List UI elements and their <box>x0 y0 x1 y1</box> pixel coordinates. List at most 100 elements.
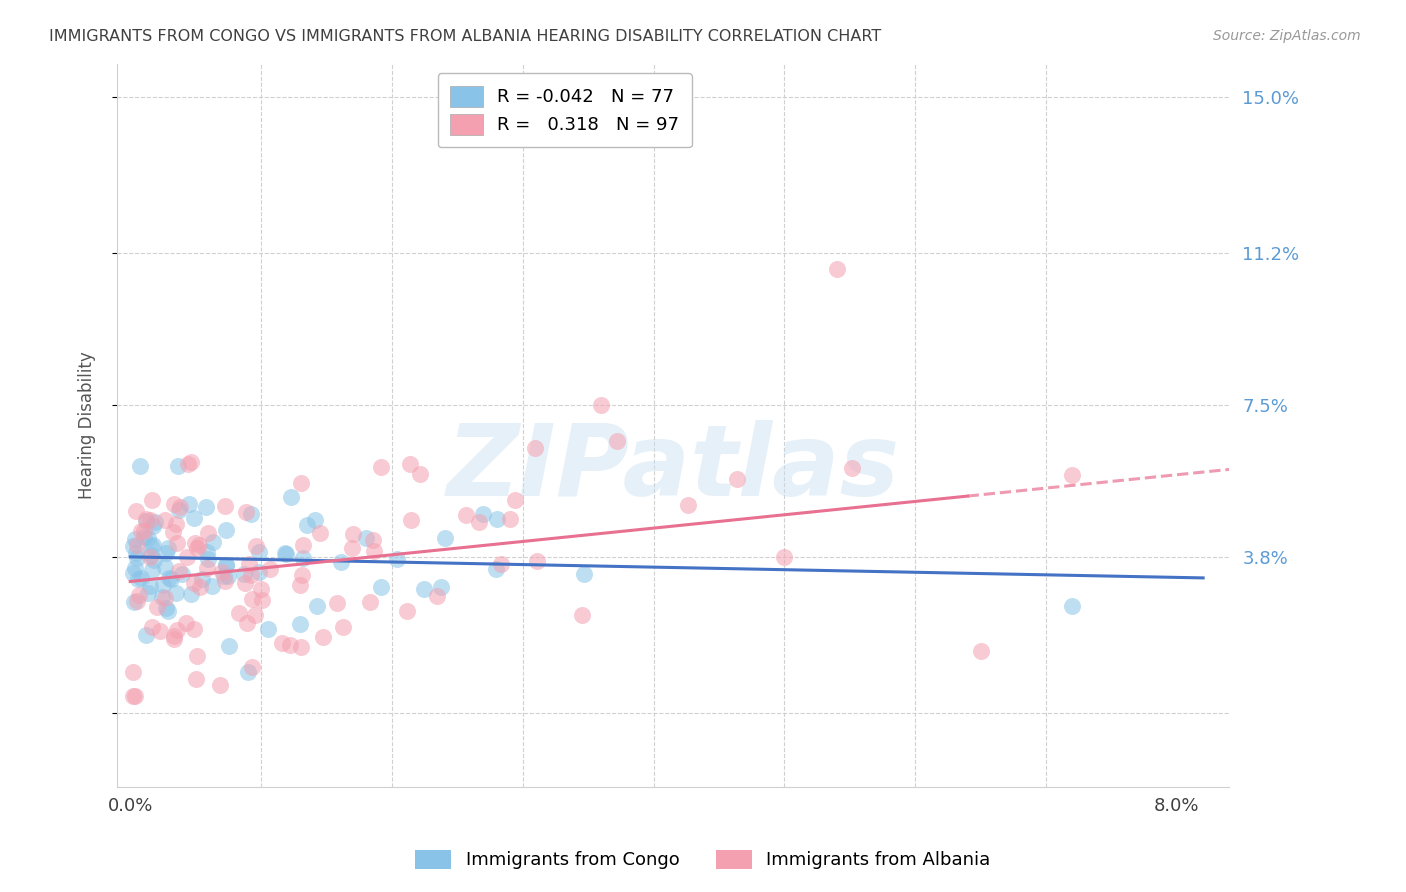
Point <box>214 574 236 588</box>
Point <box>385 551 408 566</box>
Point <box>245 539 267 553</box>
Point <box>166 535 188 549</box>
Point <box>292 550 315 565</box>
Point <box>307 599 329 613</box>
Point <box>169 502 191 516</box>
Point <box>454 508 477 522</box>
Point <box>155 546 177 560</box>
Point <box>136 586 159 600</box>
Point <box>141 620 163 634</box>
Point <box>215 558 238 573</box>
Point <box>240 591 263 606</box>
Point <box>412 582 434 597</box>
Point <box>160 572 183 586</box>
Point <box>228 607 250 621</box>
Point <box>434 531 457 545</box>
Point <box>240 660 263 674</box>
Point <box>195 561 218 575</box>
Point <box>135 514 157 528</box>
Point <box>127 594 149 608</box>
Point <box>725 472 748 486</box>
Point <box>236 665 259 679</box>
Point <box>201 579 224 593</box>
Point <box>157 604 180 618</box>
Point <box>214 524 236 538</box>
Point <box>606 434 628 448</box>
Point <box>180 455 202 469</box>
Point <box>183 511 205 525</box>
Point <box>468 515 491 529</box>
Point <box>290 640 312 654</box>
Point <box>249 582 271 597</box>
Point <box>1062 467 1084 482</box>
Point <box>257 622 280 636</box>
Text: Source: ZipAtlas.com: Source: ZipAtlas.com <box>1213 29 1361 43</box>
Text: ZIPatlas: ZIPatlas <box>447 420 900 517</box>
Point <box>165 517 187 532</box>
Point <box>399 513 422 527</box>
Point <box>184 672 207 686</box>
Point <box>186 649 208 664</box>
Text: IMMIGRANTS FROM CONGO VS IMMIGRANTS FROM ALBANIA HEARING DISABILITY CORRELATION : IMMIGRANTS FROM CONGO VS IMMIGRANTS FROM… <box>49 29 882 44</box>
Point <box>209 678 232 692</box>
Point <box>370 580 392 594</box>
Point <box>370 459 392 474</box>
Point <box>176 550 198 565</box>
Point <box>526 554 548 568</box>
Point <box>359 595 381 609</box>
Point <box>288 617 311 632</box>
Point <box>141 548 163 562</box>
Point <box>150 590 173 604</box>
Point <box>325 596 347 610</box>
Point <box>157 571 180 585</box>
Point <box>217 569 239 583</box>
Point <box>163 632 186 646</box>
Point <box>235 505 257 519</box>
Point <box>340 541 363 556</box>
Point <box>240 567 263 582</box>
Point <box>485 512 508 526</box>
Point <box>202 534 225 549</box>
Point <box>247 566 270 580</box>
Point <box>309 526 332 541</box>
Point <box>276 547 298 561</box>
Point <box>291 537 314 551</box>
Point <box>250 593 273 607</box>
Point <box>179 496 201 510</box>
Point <box>243 607 266 622</box>
Point <box>278 638 301 652</box>
Point <box>295 518 318 533</box>
Point <box>188 580 211 594</box>
Point <box>291 568 314 582</box>
Point <box>165 586 187 600</box>
Point <box>157 541 180 555</box>
Point <box>163 497 186 511</box>
Point <box>131 524 153 539</box>
Point <box>155 591 177 605</box>
Point <box>524 441 547 455</box>
Point <box>152 577 174 591</box>
Point <box>162 524 184 539</box>
Point <box>141 539 163 553</box>
Point <box>678 498 700 512</box>
Point <box>169 500 191 514</box>
Point <box>239 507 262 521</box>
Point <box>136 532 159 546</box>
Point <box>138 513 160 527</box>
Point <box>342 526 364 541</box>
Point <box>121 690 143 704</box>
Point <box>155 601 177 615</box>
Point <box>232 566 254 581</box>
Point <box>773 549 796 564</box>
Point <box>363 533 385 547</box>
Point <box>163 629 186 643</box>
Point <box>218 639 240 653</box>
Point <box>304 513 326 527</box>
Point <box>167 564 190 578</box>
Point <box>212 569 235 583</box>
Point <box>129 571 152 585</box>
Point <box>409 467 432 481</box>
Point <box>396 604 419 618</box>
Point <box>571 607 593 622</box>
Point <box>183 575 205 590</box>
